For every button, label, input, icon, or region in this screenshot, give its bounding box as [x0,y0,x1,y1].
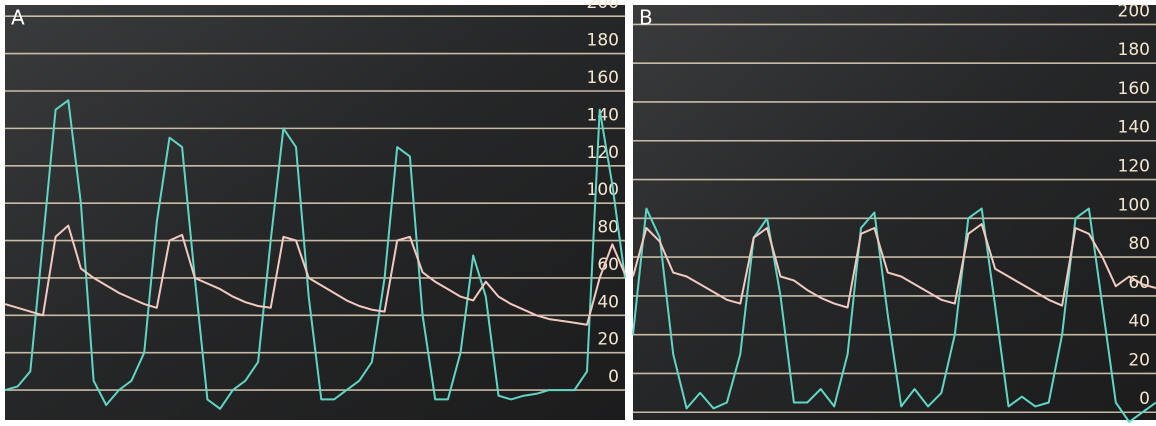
panel-label: A [11,6,25,30]
y-tick-label: 40 [1128,312,1150,332]
y-tick-label: 80 [1128,234,1150,254]
y-tick-label: 160 [1118,79,1150,99]
y-tick-label: 200 [1118,1,1150,21]
y-tick-label: 40 [597,292,619,312]
y-tick-label: 140 [1118,118,1150,138]
y-tick-label: 100 [1118,195,1150,215]
y-tick-label: 120 [587,143,619,163]
y-tick-label: 20 [1128,350,1150,370]
y-tick-label: 80 [597,218,619,238]
panel-background [5,5,625,420]
y-tick-label: 0 [608,367,619,387]
y-tick-label: 200 [587,0,619,13]
y-tick-label: 20 [597,330,619,350]
y-tick-label: 0 [1139,389,1150,409]
y-tick-label: 180 [1118,40,1150,60]
y-tick-label: 120 [1118,157,1150,177]
monitor-screenshot: 020406080100120140160180200A020406080100… [0,0,1156,426]
y-tick-label: 160 [587,68,619,88]
panel-label: B [639,6,653,30]
y-tick-label: 180 [587,31,619,51]
